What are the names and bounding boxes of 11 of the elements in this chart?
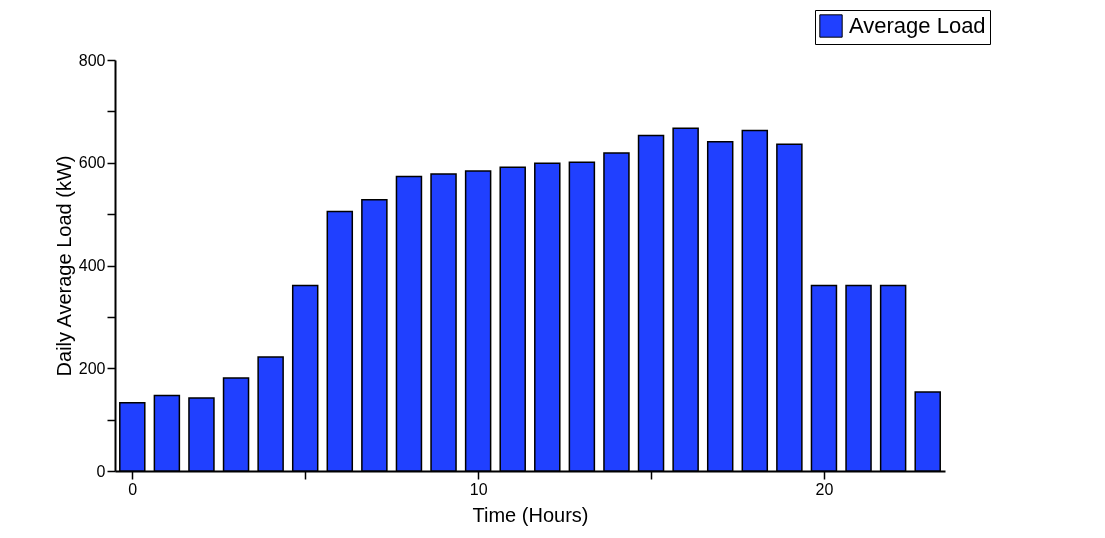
y-tick-label: 0 (96, 462, 106, 480)
x-tick-label: 20 (815, 480, 834, 498)
y-tick-label: 200 (78, 359, 106, 377)
y-tick-label: 400 (78, 257, 106, 274)
x-axis-title: Time (Hours) (472, 503, 589, 526)
y-axis-title: Daily Average Load (kW) (52, 155, 75, 377)
y-tick-label: 600 (78, 154, 106, 172)
y-tick-label: 800 (78, 51, 106, 69)
x-tick-label: 0 (128, 480, 138, 498)
legend-label: Average Load (849, 13, 986, 38)
x-tick-label: 10 (469, 480, 488, 498)
